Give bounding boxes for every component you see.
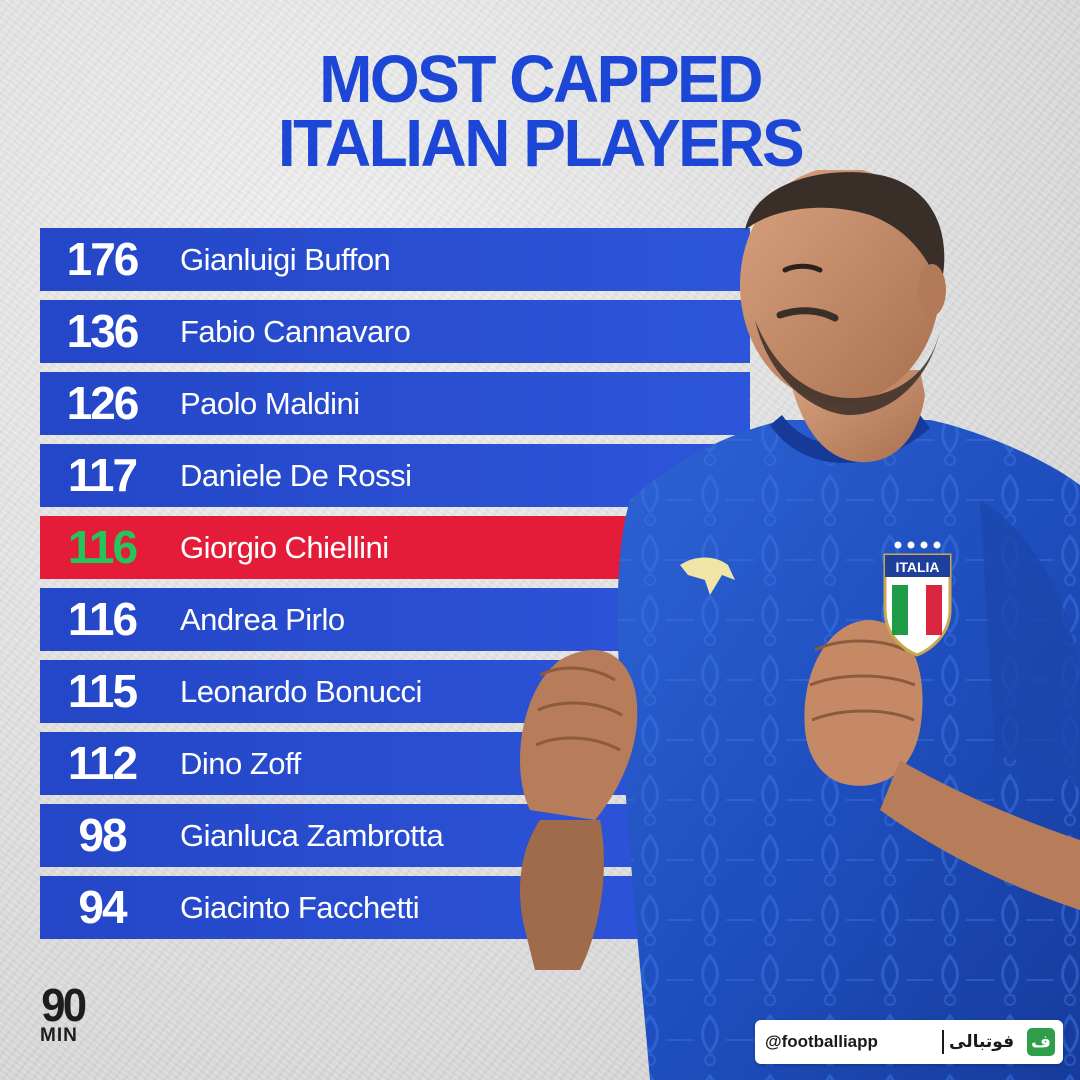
player-row: 94 Giacinto Facchetti [40, 876, 750, 939]
watermark-handle: @footballiapp [765, 1032, 878, 1051]
player-name: Dino Zoff [180, 746, 301, 781]
caps-value: 94 [78, 881, 127, 933]
player-name: Andrea Pirlo [180, 602, 345, 637]
watermark-divider [942, 1030, 944, 1054]
player-row-bar [40, 300, 750, 363]
logo-min-text: MIN [40, 1025, 78, 1046]
player-row-bar [40, 228, 750, 291]
player-name: Giorgio Chiellini [180, 530, 389, 565]
watermark-brand: فوتبالی [949, 1032, 1015, 1052]
player-row: 136 Fabio Cannavaro [40, 300, 750, 363]
player-name: Gianluigi Buffon [180, 242, 391, 277]
player-photo-illustration: ITALIA [520, 170, 1080, 1080]
player-row: 176 Gianluigi Buffon [40, 228, 750, 291]
player-row-bar [40, 444, 750, 507]
player-row-bar [40, 876, 750, 939]
caps-value: 126 [66, 377, 140, 429]
left-fist-shape [520, 650, 638, 970]
title-line-1: MOST CAPPED [319, 41, 763, 117]
right-fist-shape [804, 620, 1080, 910]
player-name: Daniele De Rossi [180, 458, 412, 493]
caps-value: 116 [67, 593, 138, 645]
player-name: Gianluca Zambrotta [180, 818, 444, 853]
player-name: Fabio Cannavaro [180, 314, 411, 349]
ninety-min-logo: 90 MIN [40, 979, 92, 1046]
footballi-watermark: @footballiapp فوتبالی ف [755, 1020, 1063, 1064]
caps-value: 115 [67, 665, 138, 717]
player-row: 117 Daniele De Rossi [40, 444, 750, 507]
player-name: Giacinto Facchetti [180, 890, 420, 925]
caps-value: 112 [67, 737, 138, 789]
player-name: Paolo Maldini [180, 386, 360, 421]
player-name: Leonardo Bonucci [180, 674, 422, 709]
head-shape [740, 170, 946, 415]
puma-logo-icon [680, 557, 735, 595]
italia-crest-icon: ITALIA [883, 541, 952, 657]
player-row-bar [40, 372, 750, 435]
caps-value: 136 [66, 305, 140, 357]
title-line-2: ITALIAN PLAYERS [277, 105, 805, 181]
caps-value: 116 [67, 521, 138, 573]
caps-value: 98 [78, 809, 127, 861]
crest-text: ITALIA [895, 559, 939, 575]
caps-value: 117 [67, 449, 138, 501]
caps-value: 176 [66, 233, 140, 285]
player-row: 126 Paolo Maldini [40, 372, 750, 435]
footballi-app-icon: ف [1027, 1028, 1055, 1056]
logo-90-text: 90 [41, 979, 87, 1031]
